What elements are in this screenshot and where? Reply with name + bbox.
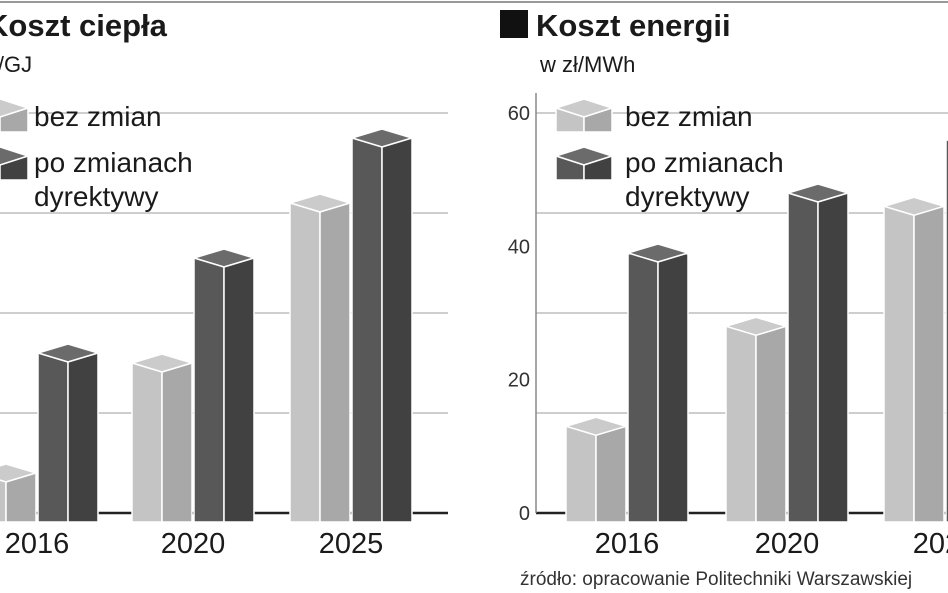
bar-po-zmianach-2025 bbox=[349, 128, 415, 523]
y-tick-label: 0 bbox=[519, 503, 530, 525]
legend: bez zmian po zmianach dyrektywy bbox=[553, 98, 784, 212]
chart-title: Koszt energii bbox=[536, 8, 731, 43]
legend-swatch-bez-zmian bbox=[0, 98, 31, 133]
y-tick-label: 40 bbox=[508, 236, 530, 258]
legend-box-light bbox=[0, 98, 31, 133]
legend-box-light bbox=[553, 98, 615, 133]
legend-swatch-bez-zmian bbox=[553, 98, 615, 133]
legend-label-po-zmianach-line1: po zmianach bbox=[625, 147, 784, 178]
bars bbox=[0, 128, 415, 523]
legend-box-dark bbox=[0, 146, 31, 181]
legend-label-bez-zmian: bez zmian bbox=[34, 101, 162, 132]
legend-swatch-po-zmianach bbox=[0, 146, 31, 181]
category-label: 2025 bbox=[913, 528, 948, 560]
chart-title: Koszt ciepła bbox=[0, 8, 168, 43]
bar-po-zmianach-2020 bbox=[785, 183, 851, 523]
legend-box-dark bbox=[553, 146, 615, 181]
category-label: 2016 bbox=[595, 528, 660, 560]
legend-swatch-po-zmianach bbox=[553, 146, 615, 181]
category-label: 2020 bbox=[755, 528, 820, 560]
bar-bez-zmian-2025 bbox=[881, 196, 947, 523]
bar-po-zmianach-2016 bbox=[35, 343, 101, 523]
source-note: źródło: opracowanie Politechniki Warszaw… bbox=[520, 569, 912, 590]
y-tick-label: 20 bbox=[508, 370, 530, 392]
category-label: 2020 bbox=[161, 528, 226, 560]
legend-label-po-zmianach-line2: dyrektywy bbox=[625, 181, 749, 212]
legend-label-bez-zmian: bez zmian bbox=[625, 101, 753, 132]
category-labels: 2016 2020 2025 bbox=[5, 528, 384, 560]
legend-label-po-zmianach-line1: po zmianach bbox=[34, 147, 193, 178]
chart-unit: w zł/GJ bbox=[0, 52, 32, 77]
bar-po-zmianach-2020 bbox=[191, 248, 257, 523]
y-tick-label: 60 bbox=[508, 103, 530, 125]
bar-bez-zmian-2016 bbox=[563, 416, 629, 523]
bar-po-zmianach-2016 bbox=[625, 243, 691, 523]
chart-unit: w zł/MWh bbox=[539, 52, 635, 77]
bar-bez-zmian-2016 bbox=[0, 463, 39, 523]
chart-panel-heat: Koszt ciepła w zł/GJ 2016 2020 2025 bez zm… bbox=[0, 8, 448, 560]
bar-bez-zmian-2020 bbox=[723, 316, 789, 523]
category-labels: 2016 2020 2025 bbox=[595, 528, 948, 560]
category-label: 2025 bbox=[319, 528, 384, 560]
bar-bez-zmian-2020 bbox=[129, 353, 195, 523]
y-tick-labels: 0 20 40 60 bbox=[508, 103, 530, 525]
legend: bez zmian po zmianach dyrektywy bbox=[0, 98, 193, 212]
bar-bez-zmian-2025 bbox=[287, 193, 353, 523]
title-square-marker bbox=[500, 10, 528, 38]
legend-label-po-zmianach-line2: dyrektywy bbox=[34, 181, 158, 212]
bars bbox=[563, 138, 948, 523]
category-label: 2016 bbox=[5, 528, 70, 560]
